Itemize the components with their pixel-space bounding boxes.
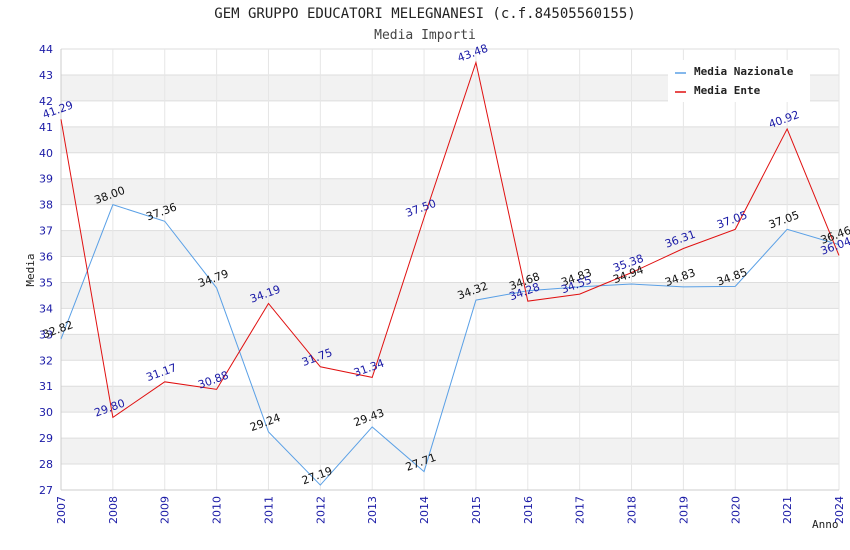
plot-bands: [61, 49, 839, 490]
x-tick-label: 2018: [626, 496, 639, 524]
plot-band: [61, 360, 839, 387]
y-tick-label: 27: [39, 484, 53, 497]
y-tick-label: 36: [39, 251, 53, 264]
chart-subtitle: Media Importi: [374, 28, 476, 43]
y-tick-label: 34: [39, 302, 53, 315]
x-tick-label: 2020: [729, 496, 742, 524]
legend-entry: Media Nazionale: [694, 65, 794, 78]
plot-band: [61, 204, 839, 231]
plot-band: [61, 412, 839, 439]
legend-entry: Media Ente: [694, 84, 761, 97]
plot-band: [61, 464, 839, 490]
x-tick-label: 2010: [211, 496, 224, 524]
y-tick-label: 41: [39, 121, 53, 134]
x-tick-label: 2017: [574, 496, 587, 524]
plot-band: [61, 230, 839, 257]
plot-band: [61, 256, 839, 283]
x-tick-label: 2013: [366, 496, 379, 524]
y-tick-label: 42: [39, 95, 53, 108]
y-tick-label: 38: [39, 199, 53, 212]
x-tick-label: 2014: [418, 496, 431, 524]
x-tick-label: 2019: [677, 496, 690, 524]
y-tick-label: 43: [39, 69, 53, 82]
x-tick-label: 2009: [159, 496, 172, 524]
series-line: [60, 204, 840, 486]
chart-title: GEM GRUPPO EDUCATORI MELEGNANESI (c.f.84…: [214, 6, 635, 22]
x-tick-label: 2007: [55, 496, 68, 524]
y-tick-label: 44: [39, 43, 53, 56]
plot-band: [61, 178, 839, 205]
y-axis-label: Media: [24, 253, 37, 286]
y-tick-label: 29: [39, 432, 53, 445]
plot-band: [61, 100, 839, 127]
x-tick-label: 2012: [314, 496, 327, 524]
y-tick-label: 33: [39, 328, 53, 341]
y-tick-label: 30: [39, 406, 53, 419]
plot-band: [61, 334, 839, 361]
x-tick-label: 2011: [262, 496, 275, 524]
x-tick-label: 2015: [470, 496, 483, 524]
x-tick-label: 2024: [833, 496, 846, 524]
y-tick-label: 40: [39, 147, 53, 160]
y-tick-label: 37: [39, 225, 53, 238]
plot-band: [61, 308, 839, 335]
plot-band: [61, 438, 839, 465]
series-lines: [60, 60, 840, 486]
y-tick-label: 31: [39, 380, 53, 393]
series-line: [60, 60, 840, 419]
legend: Media Nazionale Media Ente: [668, 60, 810, 102]
x-axis-label: Anno: [812, 518, 839, 531]
y-tick-label: 28: [39, 458, 53, 471]
x-tick-label: 2008: [107, 496, 120, 524]
x-tick-label: 2021: [781, 496, 794, 524]
y-tick-label: 32: [39, 354, 53, 367]
x-axis-ticks: 2007 2008 2009 2010 2011 2012 2013 2014 2015 2016…: [55, 496, 846, 524]
legend-box: [668, 60, 810, 102]
plot-band: [61, 152, 839, 179]
plot-band: [61, 386, 839, 413]
y-axis-ticks: 27 28 29 30 31 32 33 34 35 36 37 38 39 40 41 42 43 44: [39, 43, 53, 497]
x-tick-label: 2016: [522, 496, 535, 524]
y-tick-label: 39: [39, 173, 53, 186]
y-tick-label: 35: [39, 276, 53, 289]
